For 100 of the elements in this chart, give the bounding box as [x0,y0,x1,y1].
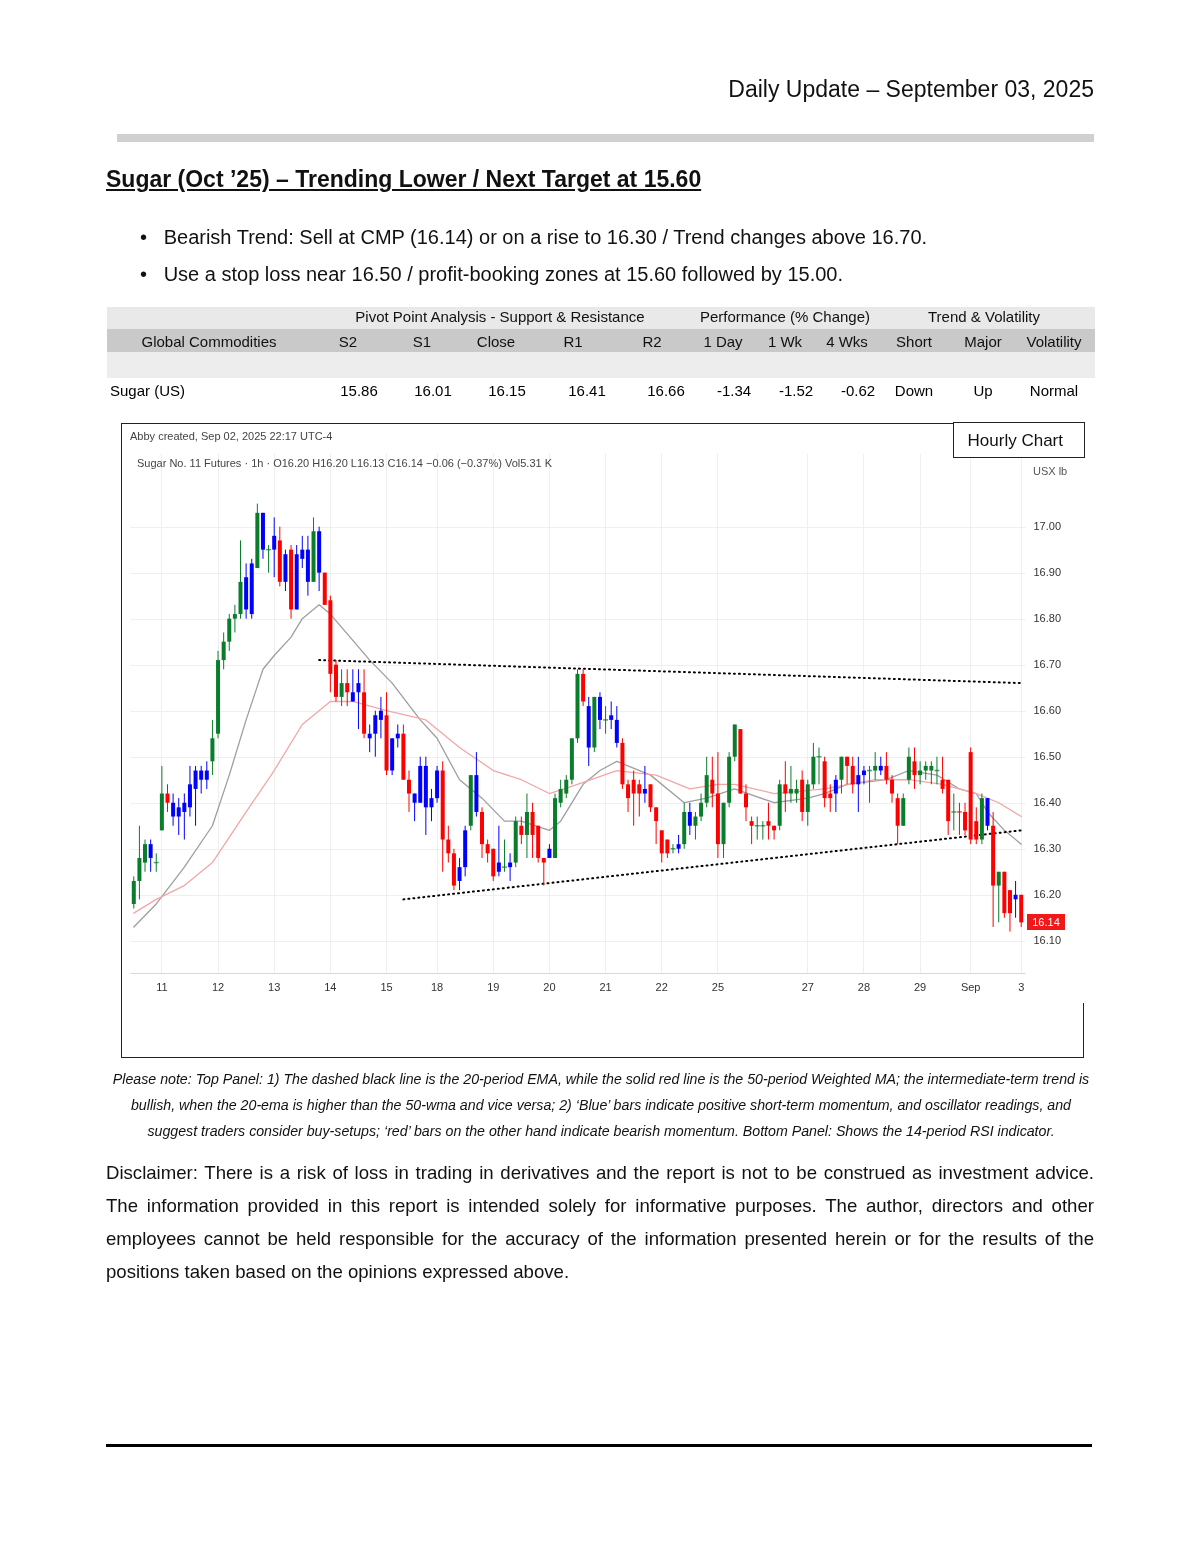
y-tick-label: 16.80 [1033,612,1062,625]
candlestick [884,751,889,785]
candlestick [890,774,895,804]
candlestick [699,793,704,822]
text: • Use a stop loss near 16.50 / profit-booking zones at 15.60 followed by 15.00. [140,262,844,287]
category-label: R1 [563,333,583,350]
x-tick-label: 27 [801,980,814,993]
candlestick [642,765,647,804]
x-tick-label: 15 [380,980,393,993]
category-label: Major [964,333,1002,350]
y-axis-title: USX lb [1033,464,1069,479]
candlestick [996,871,1001,923]
text: Please note: Top Panel: 1) The dashed black line is the 20-period EMA, while the solid red line is the 50-period Weighted MA; the intermediate-term trend is bullish, when the 20-ema is higher than the 50-wma and vice versa; 2) ‘Blue’ bars indicate positive short-term momentum, and oscillator readings, and suggest traders consider buy-setups; ‘red’ bars on the other hand indicate bearish momentum. Bottom Panel: Shows the 14-period RSI indicator. [111,1070,1091,1141]
category-label: 1 Wk [767,333,803,350]
x-tick-label: 29 [913,980,927,993]
candlestick [345,668,350,707]
y-tick-label: 16.10 [1033,934,1062,947]
candlestick [171,793,176,827]
x-tick-label: 13 [268,980,281,993]
text: • Bearish Trend: Sell at CMP (16.14) or on a rise to 16.30 / Trend changes above 16.70. [140,225,928,250]
candlestick [609,701,614,730]
candlestick [519,816,524,845]
candlestick [446,825,451,864]
text: 16.01 [414,382,452,399]
candlestick [204,760,209,790]
candlestick [457,857,462,891]
candlestick [501,839,507,873]
candlestick [597,691,602,730]
candlestick [654,806,659,845]
x-tick-label: 20 [543,980,556,993]
x-tick-label: 14 [324,980,337,993]
text: 15.86 [340,382,378,399]
text: 16.66 [647,382,685,399]
candlestick [221,631,226,670]
x-tick-label: 25 [711,980,725,993]
candlestick [541,857,546,887]
text: Trend & Volatility [928,308,1040,325]
text: Sugar (Oct ’25) – Trending Lower / Next Target at 15.60 [106,166,702,193]
x-tick-label: 21 [599,980,612,993]
x-tick-label: Sep [960,980,981,993]
candlestick [603,705,609,735]
candlestick [648,783,653,813]
candlestick [749,816,754,845]
category-label: S1 [412,333,432,350]
x-tick-label: 3 [1018,980,1025,993]
candlestick [693,811,698,841]
text: 16.15 [488,382,526,399]
candlestick [833,774,838,813]
chart-title: Hourly Chart [952,422,1085,458]
candlestick [187,765,192,818]
category-label: 1 Day [703,333,743,350]
candlestick [232,604,237,633]
text: Down [894,382,934,399]
x-tick-label: 28 [857,980,871,993]
candlestick [788,765,793,804]
y-tick-label: 16.20 [1033,888,1062,901]
y-tick-label: 16.60 [1033,704,1062,717]
candlestick [744,783,748,822]
text: 16.41 [568,382,606,399]
candlestick [356,668,361,730]
candlestick [350,668,355,702]
x-tick-label: 12 [211,980,225,993]
candlestick [524,793,529,859]
category-label: R2 [642,333,662,350]
y-tick-label: 17.00 [1033,520,1062,533]
chart-subtitle: Sugar No. 11 Futures · 1h · O16.20 H16.20 L16.13 C16.14 −0.06 (−0.37%) Vol5.31 K [137,457,553,469]
text: Sugar (US) [110,382,186,399]
y-tick-label: 16.90 [1033,566,1062,579]
candlestick [272,516,277,578]
candlestick [839,756,844,795]
line-series [133,604,1022,928]
x-tick-label: 22 [655,980,668,993]
candlestick [626,779,631,813]
category-label: Close [476,333,516,350]
text: -0.62 [840,382,876,399]
candlestick [670,843,676,854]
candlestick [856,756,861,813]
x-tick-label: 11 [156,980,168,993]
category-label: S2 [338,333,358,350]
y-tick-label: 16.70 [1033,658,1062,671]
text: -1.52 [778,382,814,399]
text: Performance (% Change) [699,308,871,325]
candlestick [878,756,883,776]
candlestick [687,802,692,836]
text: Daily Update – September 03, 2025 [728,76,1094,103]
candlestick [710,756,715,808]
x-tick-label: 18 [430,980,444,993]
candlestick [378,696,383,739]
candlestick [912,747,917,790]
candlestick [845,756,850,785]
candlestick [165,783,170,813]
annotation: 16.14 [1027,914,1065,931]
candlestick [210,719,215,776]
candlestick [131,875,136,910]
text: Normal [1029,382,1079,399]
candlestick [676,834,681,854]
category-label: Volatility [1026,333,1082,350]
candlestick [373,710,378,758]
candlestick [339,668,344,707]
candlestick [148,839,153,873]
